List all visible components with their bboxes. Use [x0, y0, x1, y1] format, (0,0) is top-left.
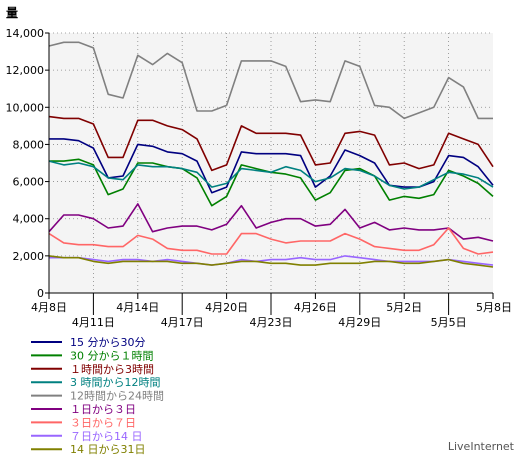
x-tick-label: 4月17日 [161, 316, 204, 329]
x-tick-label: 4月8日 [31, 301, 67, 314]
x-tick-label: 5月2日 [386, 301, 422, 314]
series-line-6 [48, 203, 494, 242]
legend-label: 14 日から31日 [70, 443, 146, 456]
y-axis-ticks: 0 2,000 4,000 6,000 8,000 10,000 12,000 14,000 [6, 27, 49, 300]
y-tick-label: 10,000 [6, 101, 45, 114]
y-tick-label: 4,000 [13, 213, 45, 226]
y-axis-label: 量 [6, 6, 18, 20]
legend-label: 15 分から30分 [70, 336, 146, 349]
credit-text: LiveInternet [448, 440, 515, 453]
x-tick-label: 4月23日 [250, 316, 293, 329]
legend-label: ７日から14 日 [70, 430, 143, 443]
legend-label: １日から３日 [70, 403, 136, 416]
x-tick-label: 4月20日 [205, 301, 248, 314]
y-tick-label: 8,000 [13, 138, 45, 151]
legend-label: １時間から3時間 [70, 363, 154, 376]
series-line-3 [48, 115, 494, 172]
legend-label: 30 分から１時間 [70, 349, 154, 362]
legend-label: ３日から７日 [70, 416, 136, 429]
series-line-5 [48, 41, 493, 120]
y-tick-label: 14,000 [6, 27, 45, 40]
legend-label: 3 時間から12時間 [70, 376, 161, 389]
x-tick-label: 5月5日 [431, 316, 467, 329]
series-line-7 [48, 227, 494, 255]
legend-label: 12時間から24時間 [70, 390, 164, 403]
x-tick-label: 4月14日 [116, 301, 159, 314]
series-lines [48, 41, 494, 268]
x-tick-label: 5月8日 [476, 301, 512, 314]
y-tick-label: 6,000 [13, 176, 45, 189]
series-line-8 [49, 255, 494, 266]
x-tick-label: 4月29日 [338, 316, 381, 329]
x-tick-label: 4月11日 [72, 316, 115, 329]
x-tick-label: 4月26日 [294, 301, 337, 314]
series-line-4 [48, 160, 494, 190]
y-tick-label: 12,000 [6, 64, 45, 77]
y-tick-label: 0 [37, 287, 44, 300]
series-line-9 [48, 255, 494, 268]
y-tick-label: 2,000 [13, 250, 45, 263]
